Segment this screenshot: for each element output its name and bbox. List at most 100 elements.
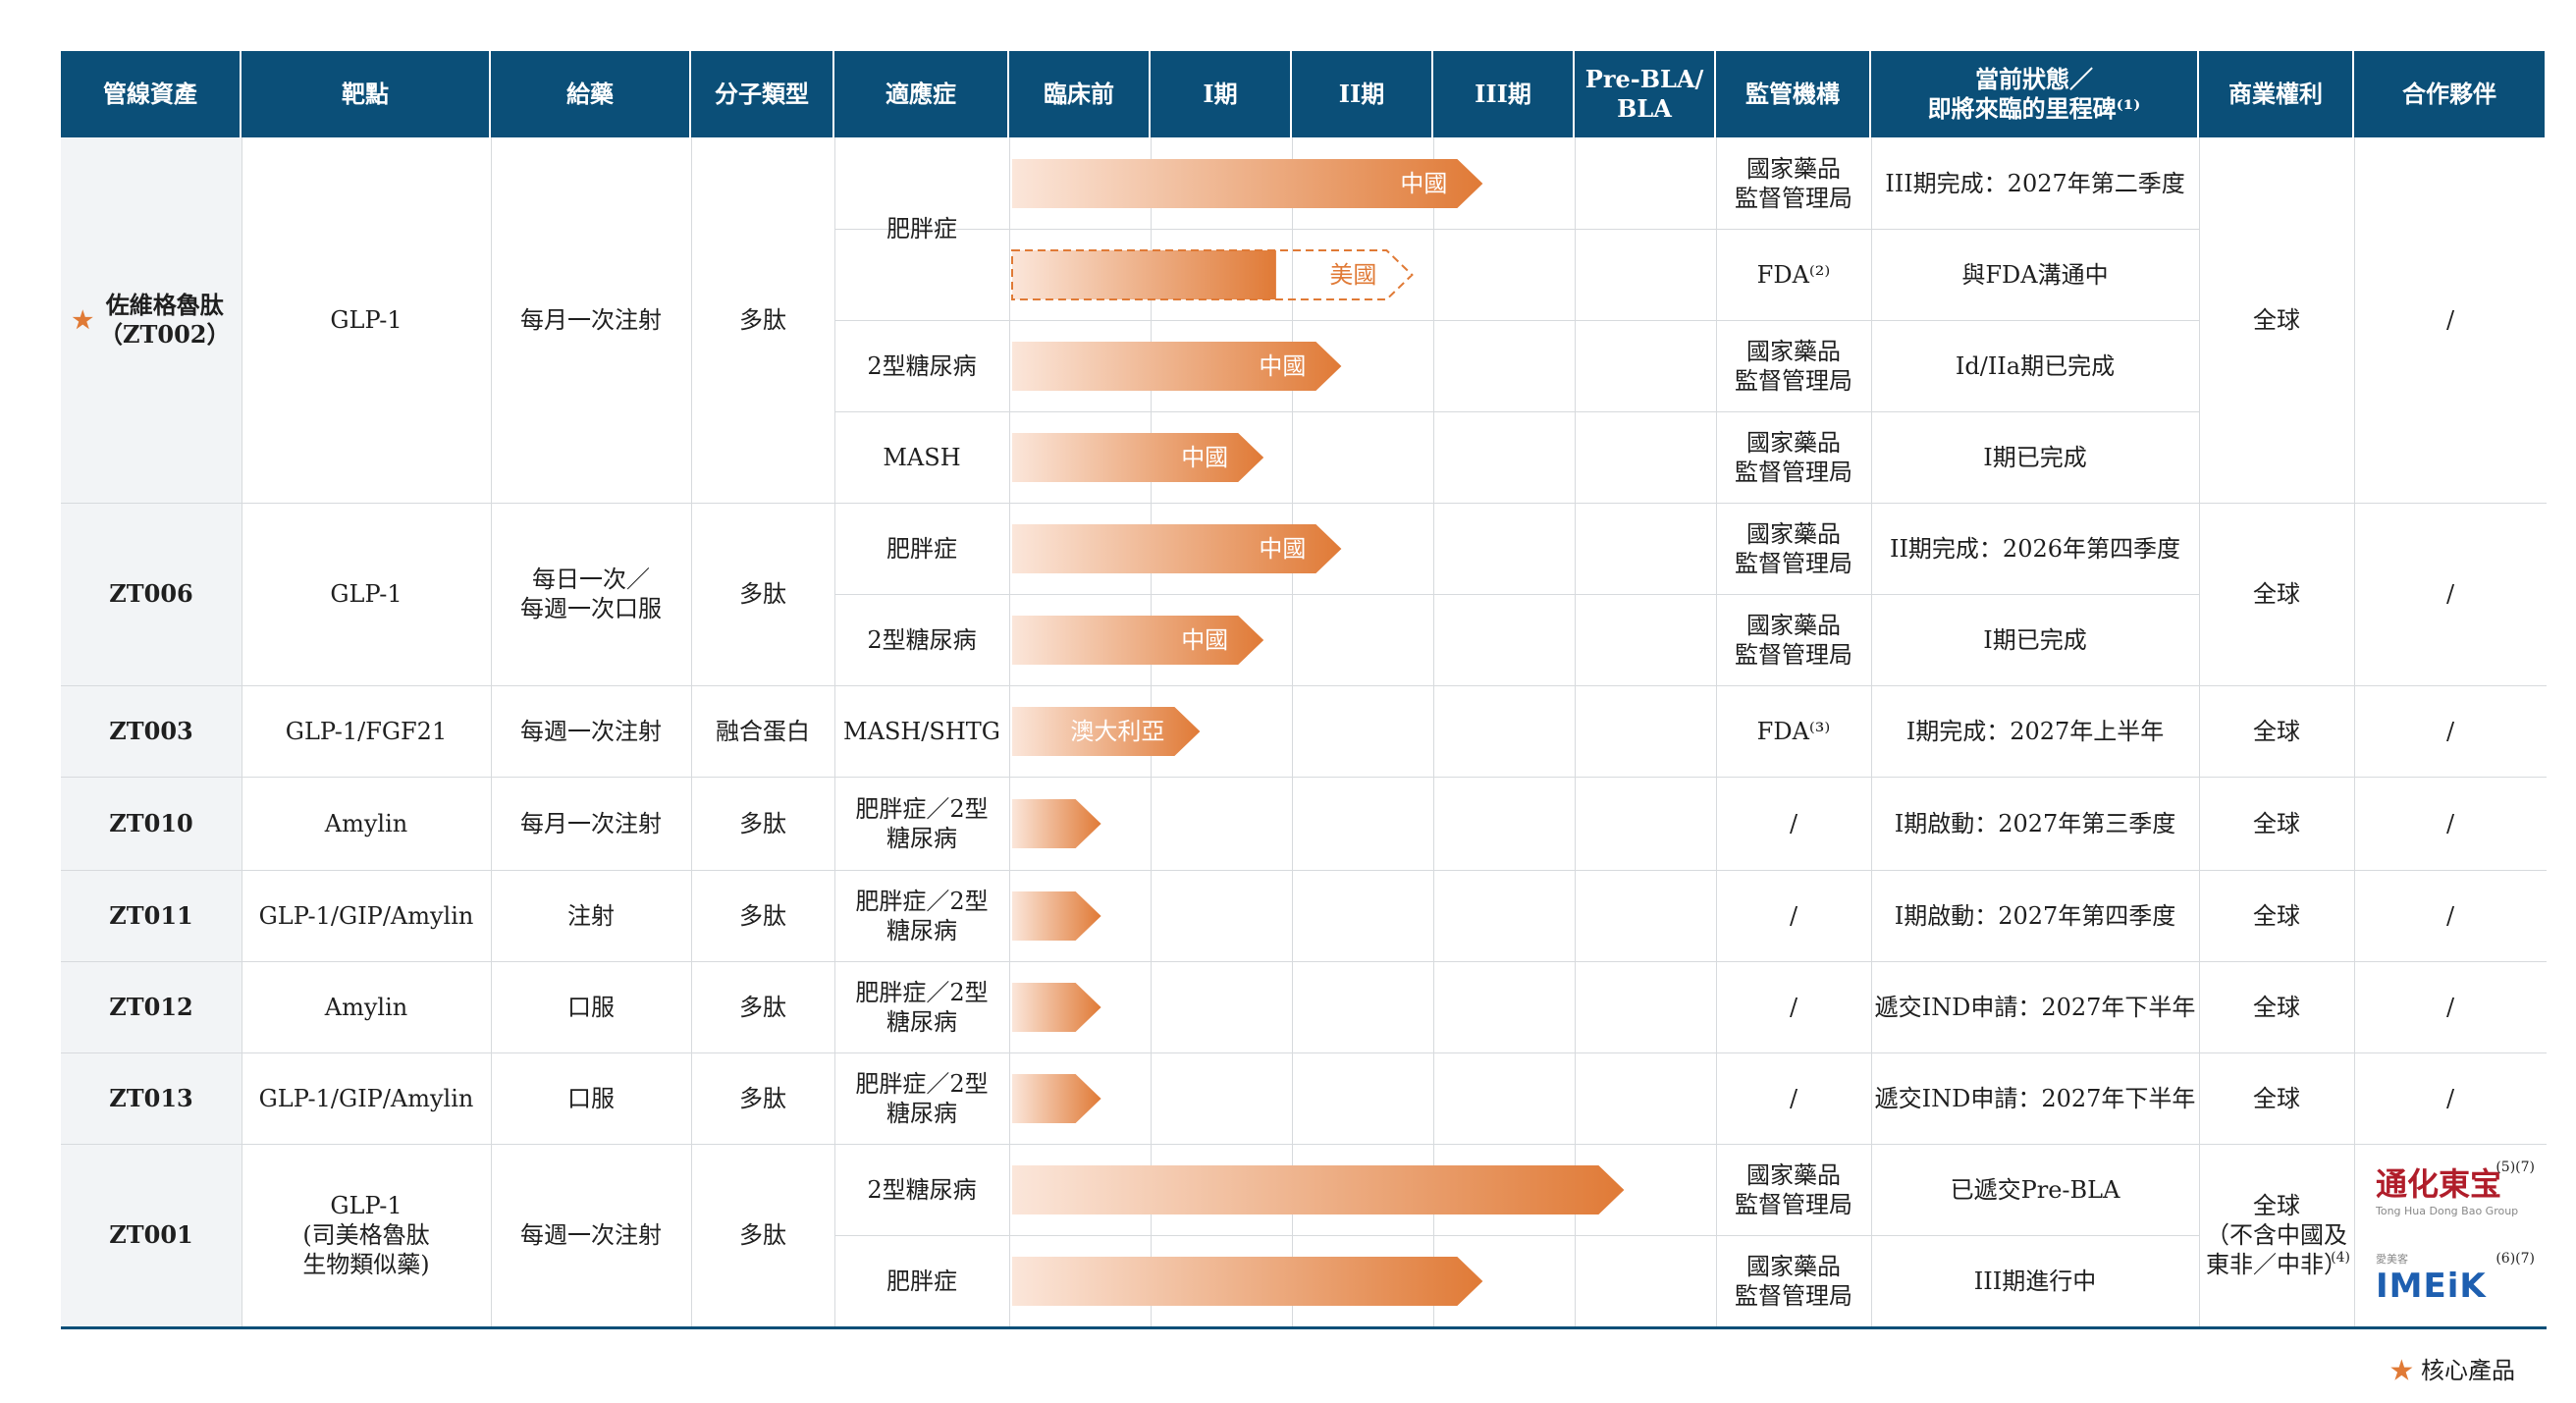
- asset-name: ★ 佐維格魯肽 （ZT002）: [61, 137, 242, 503]
- column-header: Pre-BLA/ BLA: [1575, 51, 1716, 137]
- molecule-type: 多肽: [739, 1084, 786, 1112]
- grid-hline: [834, 411, 2199, 412]
- column-header: 分子類型: [691, 51, 834, 137]
- route: 每月一次注射: [520, 809, 662, 837]
- pipeline-table: 管線資產 靶點 給藥 分子類型 適應症 臨床前 I期 II期 III期 Pre-BLA/ BLA 監…: [61, 51, 2547, 1329]
- asset-column-bg: [61, 137, 242, 1326]
- bar-region-label: 美國: [1329, 260, 1377, 289]
- partner: /: [2445, 717, 2455, 745]
- indication: 肥胖症: [886, 534, 957, 563]
- status-milestone: I期已完成: [1983, 625, 2087, 654]
- partner-logo-sub: 愛美客: [2376, 1253, 2408, 1266]
- grid-vline: [1009, 137, 1010, 1326]
- commercial-rights: 全球: [2253, 901, 2300, 930]
- regulator: 國家藥品 監督管理局: [1735, 337, 1852, 395]
- asset-name: ZT012: [61, 961, 242, 1052]
- target: GLP-1/GIP/Amylin: [258, 901, 474, 930]
- column-header: 商業權利: [2199, 51, 2354, 137]
- indication: 肥胖症／2型 糖尿病: [855, 794, 989, 852]
- route: 每日一次／ 每週一次口服: [520, 566, 662, 622]
- commercial-rights: 全球: [2253, 717, 2300, 745]
- regulator: 國家藥品 監督管理局: [1735, 154, 1852, 212]
- target: GLP-1: [330, 580, 402, 608]
- column-header: I期: [1151, 51, 1292, 137]
- bar-region-label: 中國: [1181, 625, 1229, 654]
- column-header: 靶點: [242, 51, 491, 137]
- regulator: /: [1789, 809, 1798, 837]
- grid-hline: [61, 777, 2547, 778]
- regulator: 國家藥品 監督管理局: [1735, 611, 1852, 669]
- column-header: II期: [1292, 51, 1433, 137]
- partner: /: [2445, 993, 2455, 1021]
- tonghua-dongbao-logo: 通化東宝: [2376, 1165, 2502, 1203]
- asset-name-text: ZT013: [109, 1083, 193, 1112]
- status-milestone: 遞交IND申請：2027年下半年: [1874, 993, 2196, 1021]
- asset-name: ZT010: [61, 777, 242, 870]
- molecule-type: 多肽: [739, 306, 786, 334]
- indication: 肥胖症／2型 糖尿病: [855, 887, 989, 944]
- molecule-type: 融合蛋白: [716, 717, 810, 745]
- star-icon: ★: [2389, 1357, 2414, 1384]
- indication: 2型糖尿病: [867, 625, 977, 654]
- status-milestone: II期完成：2026年第四季度: [1889, 534, 2181, 563]
- grid-vline: [1292, 137, 1293, 1326]
- asset-name: ZT011: [61, 870, 242, 961]
- regulator: /: [1789, 901, 1798, 930]
- partner-logo: 通化東宝 Tong Hua Dong Bao Group (5)(7): [2376, 1160, 2539, 1231]
- pipeline-bar: [1012, 890, 1101, 941]
- pipeline-bar: [1012, 1256, 1483, 1306]
- indication: 肥胖症: [886, 1267, 957, 1295]
- asset-name-text: 佐維格魯肽 （ZT002）: [99, 291, 231, 349]
- grid-vline: [2354, 137, 2355, 1326]
- status-milestone: I期完成：2027年上半年: [1905, 717, 2165, 745]
- grid-hline: [834, 1235, 2199, 1236]
- status-milestone: I期已完成: [1983, 443, 2087, 471]
- regulator: FDA⁽³⁾: [1756, 717, 1831, 745]
- status-milestone: Id/IIa期已完成: [1955, 351, 2116, 380]
- commercial-rights: 全球: [2253, 809, 2300, 837]
- target: Amylin: [324, 993, 408, 1021]
- grid-vline: [1433, 137, 1434, 1326]
- status-milestone: 與FDA溝通中: [1961, 260, 2109, 289]
- regulator: /: [1789, 1084, 1798, 1112]
- bar-region-label: 中國: [1400, 169, 1448, 197]
- indication: MASH: [883, 443, 961, 471]
- pipeline-bar: [1012, 982, 1101, 1032]
- partner-footnote: (6)(7): [2496, 1251, 2535, 1267]
- indication: 肥胖症: [886, 215, 957, 243]
- target: GLP-1/FGF21: [285, 717, 448, 745]
- column-header: 管線資產: [61, 51, 242, 137]
- indication: 肥胖症／2型 糖尿病: [855, 978, 989, 1036]
- target: GLP-1/GIP/Amylin: [258, 1084, 474, 1112]
- bar-region-label: 中國: [1259, 351, 1307, 380]
- route: 口服: [567, 1084, 615, 1112]
- table-bottom-rule: [61, 1326, 2547, 1329]
- star-icon: ★: [72, 305, 94, 334]
- pipeline-bar: 中國: [1012, 432, 1264, 482]
- partner-logo: 愛美客 IMEiK (6)(7): [2376, 1251, 2539, 1322]
- molecule-type: 多肽: [739, 901, 786, 930]
- regulator: 國家藥品 監督管理局: [1735, 519, 1852, 577]
- grid-hline: [61, 685, 2547, 686]
- asset-name-text: ZT006: [109, 579, 193, 608]
- column-header: 合作夥伴: [2354, 51, 2547, 137]
- asset-name-text: ZT010: [109, 808, 193, 837]
- commercial-rights: 全球 （不含中國及 東非／中非） (4): [2206, 1192, 2350, 1278]
- route: 每週一次注射: [520, 717, 662, 745]
- status-milestone: 已遞交Pre-BLA: [1950, 1175, 2120, 1204]
- status-milestone: 遞交IND申請：2027年下半年: [1874, 1084, 2196, 1112]
- route: 每週一次注射: [520, 1221, 662, 1249]
- molecule-type: 多肽: [739, 1221, 786, 1249]
- asset-name-text: ZT011: [109, 900, 193, 930]
- grid-hline: [834, 594, 2199, 595]
- regulator: 國家藥品 監督管理局: [1735, 1160, 1852, 1218]
- grid-vline: [834, 137, 835, 1326]
- rights-footnote: (4): [2331, 1250, 2350, 1266]
- target: Amylin: [324, 809, 408, 837]
- status-milestone: III期進行中: [1973, 1267, 2097, 1295]
- status-milestone: III期完成：2027年第二季度: [1885, 169, 2185, 197]
- indication: MASH/SHTG: [843, 717, 1000, 745]
- partner-footnote: (5)(7): [2496, 1160, 2535, 1175]
- bar-region-label: 澳大利亞: [1070, 717, 1165, 745]
- grid-vline: [491, 137, 492, 1326]
